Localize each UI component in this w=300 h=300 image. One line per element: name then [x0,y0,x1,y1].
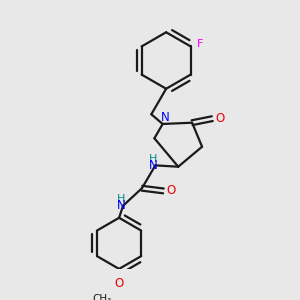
Text: H: H [149,154,158,164]
Text: N: N [149,159,158,172]
Text: CH₃: CH₃ [92,294,112,300]
Text: H: H [117,194,125,204]
Text: N: N [160,111,169,124]
Text: O: O [166,184,176,197]
Text: O: O [215,112,224,125]
Text: O: O [115,277,124,290]
Text: N: N [117,199,125,212]
Text: F: F [196,39,203,49]
